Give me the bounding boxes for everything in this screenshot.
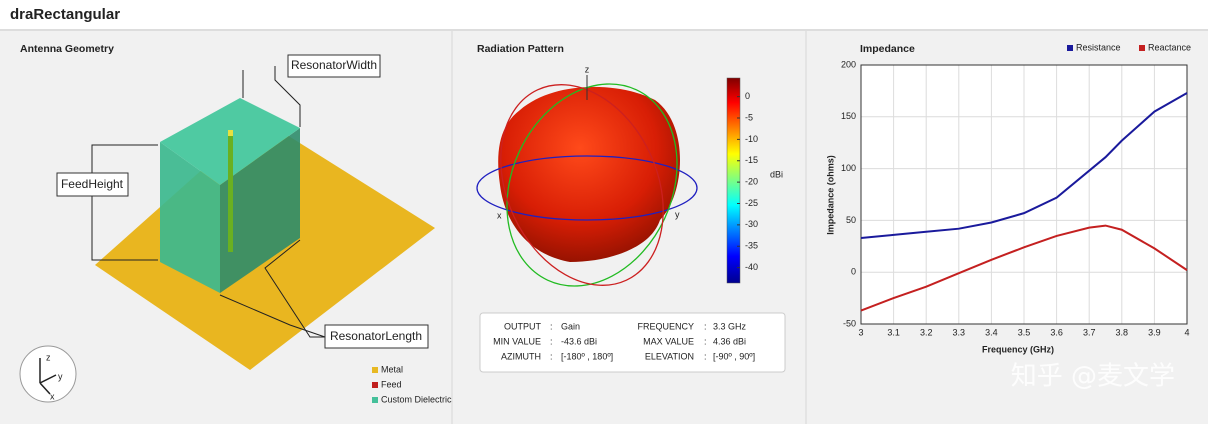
colorbar-tick-label: -10 [745, 134, 758, 144]
x-tick-label: 3.6 [1050, 327, 1063, 337]
x-tick-label: 3 [858, 327, 863, 337]
legend-label: Reactance [1148, 42, 1191, 52]
x-tick-label: 3.7 [1083, 327, 1096, 337]
axis-label: x [497, 210, 502, 220]
panel-title: Impedance [860, 43, 915, 55]
legend-swatch [1067, 45, 1073, 51]
info-label: FREQUENCY [637, 321, 694, 331]
colorbar-tick-label: -5 [745, 112, 753, 122]
info-value: [-180º , 180º] [561, 351, 613, 361]
info-label: OUTPUT [504, 321, 542, 331]
x-tick-label: 3.2 [920, 327, 933, 337]
legend-swatch [372, 382, 378, 388]
info-separator: : [704, 336, 707, 346]
watermark: 知乎 @麦文学 [1011, 362, 1175, 392]
colorbar-tick-label: 0 [745, 91, 750, 101]
info-value: 4.36 dBi [713, 336, 746, 346]
panel-title: Radiation Pattern [477, 43, 564, 55]
y-tick-label: -50 [843, 318, 856, 328]
legend-swatch [372, 367, 378, 373]
colorbar-tick-label: -35 [745, 241, 758, 251]
colorbar-unit: dBi [770, 169, 783, 179]
x-tick-label: 3.8 [1116, 327, 1129, 337]
annotation: FeedHeight [61, 177, 124, 191]
legend-swatch [372, 397, 378, 403]
info-label: MAX VALUE [643, 336, 694, 346]
y-tick-label: 50 [846, 215, 856, 225]
y-axis-label: Impedance (ohms) [825, 155, 835, 235]
antenna-geometry [19, 54, 435, 403]
plot-frame [860, 64, 1188, 325]
legend-label: Metal [381, 364, 403, 374]
x-axis-label: Frequency (GHz) [982, 344, 1054, 354]
axis-label: z [46, 352, 51, 362]
info-value: 3.3 GHz [713, 321, 747, 331]
info-separator: : [550, 351, 553, 361]
radiation-pattern-3d [476, 75, 786, 373]
line-series [860, 224, 1188, 312]
x-tick-label: 4 [1184, 327, 1189, 337]
y-tick-label: 0 [851, 267, 856, 277]
legend-label: Feed [381, 379, 402, 389]
legend-label: Resistance [1076, 42, 1121, 52]
window-title: draRectangular [10, 6, 120, 23]
info-label: AZIMUTH [501, 351, 541, 361]
y-tick-label: 200 [841, 59, 856, 69]
x-tick-label: 3.5 [1018, 327, 1031, 337]
legend-label: Custom Dielectric [381, 394, 452, 404]
colorbar-tick-label: -30 [745, 219, 758, 229]
axis-label: y [675, 209, 680, 219]
info-label: ELEVATION [645, 351, 694, 361]
axis-label: z [585, 64, 590, 74]
info-value: [-90º , 90º] [713, 351, 755, 361]
info-label: MIN VALUE [493, 336, 541, 346]
info-value: Gain [561, 321, 580, 331]
axis-label: y [58, 371, 63, 381]
x-tick-label: 3.3 [953, 327, 966, 337]
title-bar [0, 0, 1208, 30]
line-series [860, 92, 1188, 240]
info-separator: : [704, 321, 707, 331]
info-separator: : [550, 336, 553, 346]
y-tick-label: 150 [841, 111, 856, 121]
axis-label: x [50, 391, 55, 401]
colorbar-tick-label: -20 [745, 176, 758, 186]
x-tick-label: 3.4 [985, 327, 998, 337]
y-tick-label: 100 [841, 163, 856, 173]
colorbar-tick-label: -25 [745, 198, 758, 208]
colorbar-tick-label: -15 [745, 155, 758, 165]
info-separator: : [550, 321, 553, 331]
info-value: -43.6 dBi [561, 336, 597, 346]
x-tick-label: 3.9 [1148, 327, 1161, 337]
annotation: ResonatorWidth [291, 58, 377, 72]
x-tick-label: 3.1 [887, 327, 900, 337]
annotation: ResonatorLength [330, 329, 422, 343]
panel-title: Antenna Geometry [20, 43, 114, 55]
legend-swatch [1139, 45, 1145, 51]
info-separator: : [704, 351, 707, 361]
colorbar-tick-label: -40 [745, 262, 758, 272]
